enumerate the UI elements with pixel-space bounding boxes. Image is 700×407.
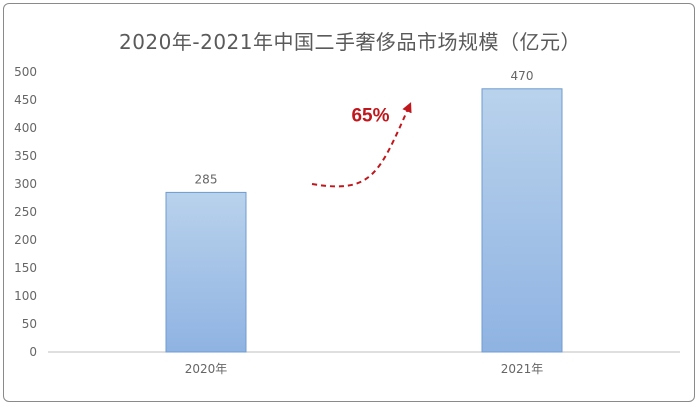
bar-data-label: 470 — [511, 69, 534, 83]
y-tick-label: 500 — [14, 65, 37, 79]
y-tick-label: 450 — [14, 93, 37, 107]
x-tick-label: 2020年 — [185, 362, 228, 376]
bar-data-label: 285 — [195, 172, 218, 186]
y-tick-label: 50 — [22, 317, 37, 331]
bar-data-labels: 285 470 — [195, 69, 534, 187]
x-tick-label: 2021年 — [501, 362, 544, 376]
growth-annotation: 65% — [351, 105, 389, 126]
y-tick-label: 200 — [14, 233, 37, 247]
bar — [165, 191, 247, 353]
bar — [481, 88, 563, 353]
growth-arrow-icon — [311, 102, 412, 188]
y-axis-ticks: 0 50 100 150 200 250 300 350 400 450 500 — [14, 65, 37, 359]
x-axis-labels: 2020年 2021年 — [185, 362, 544, 376]
chart-title: 2020年-2021年中国二手奢侈品市场规模（亿元） — [118, 30, 581, 54]
y-tick-label: 250 — [14, 205, 37, 219]
y-tick-label: 300 — [14, 177, 37, 191]
y-tick-label: 150 — [14, 261, 37, 275]
y-tick-label: 350 — [14, 149, 37, 163]
chart-frame — [3, 3, 695, 402]
y-tick-label: 100 — [14, 289, 37, 303]
y-tick-label: 0 — [29, 345, 37, 359]
bars-group — [165, 88, 563, 353]
y-tick-label: 400 — [14, 121, 37, 135]
